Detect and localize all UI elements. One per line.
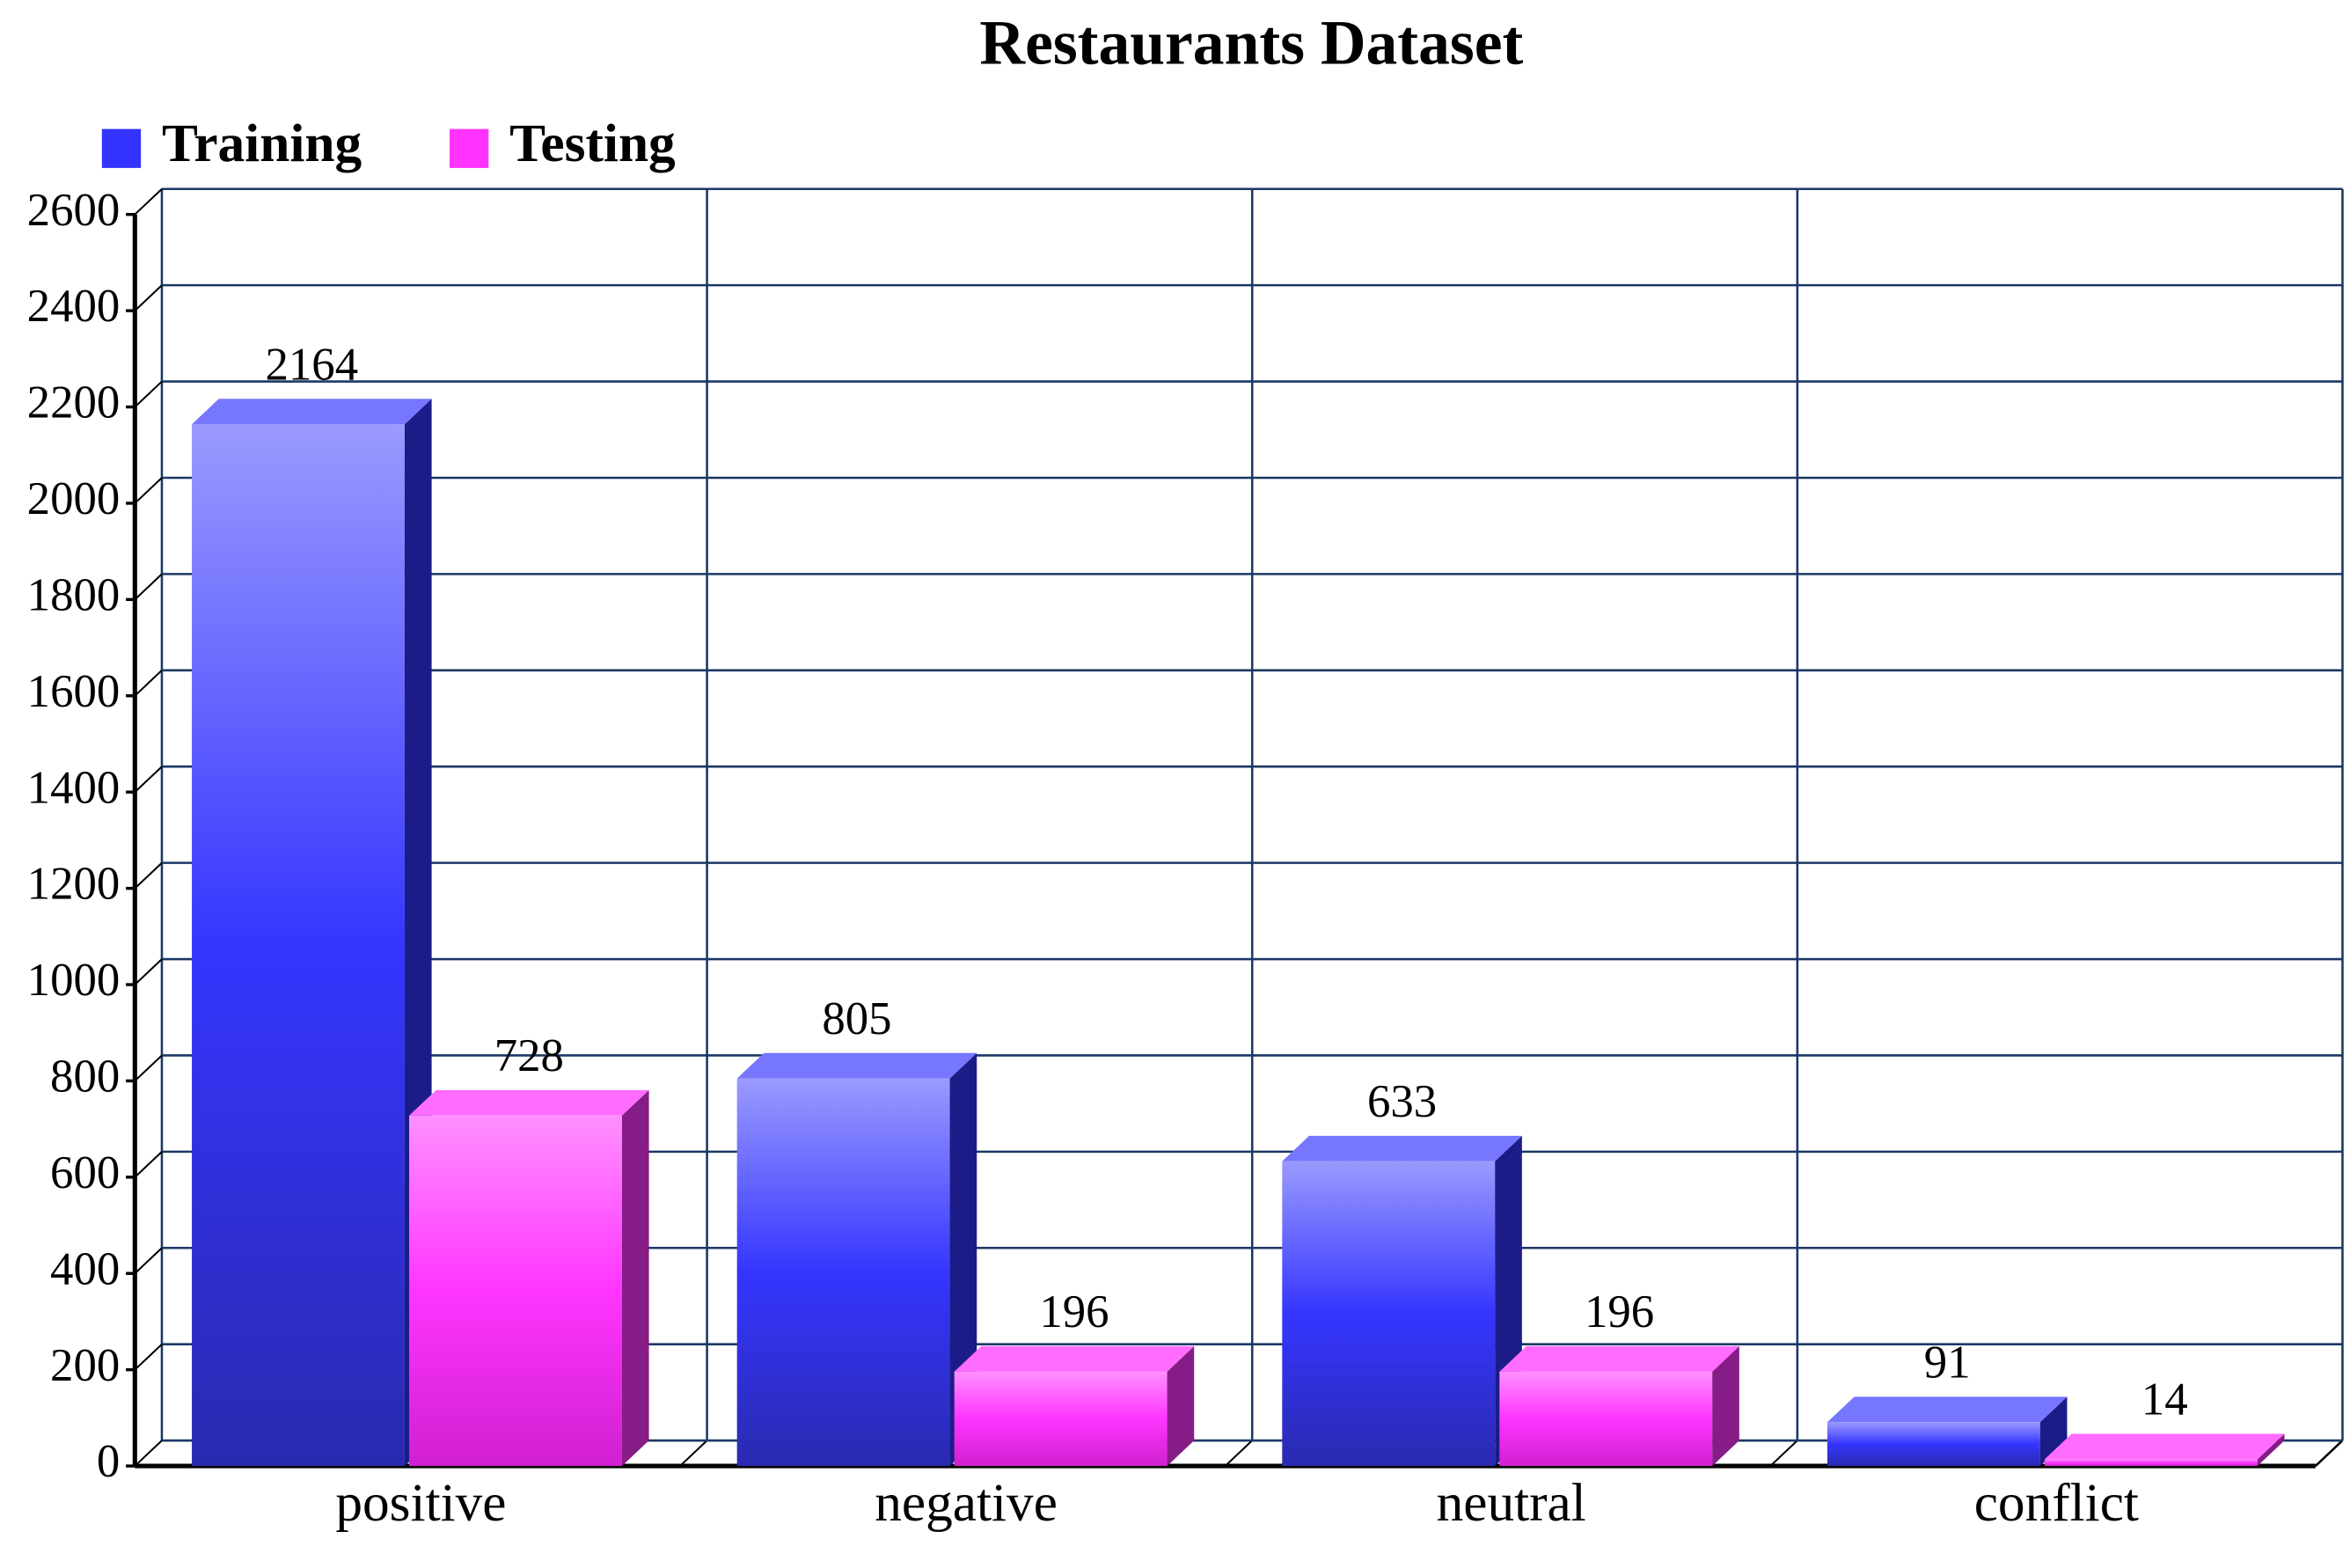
data-label: 14 bbox=[2141, 1374, 2188, 1425]
bar bbox=[192, 424, 405, 1467]
bar bbox=[1499, 1371, 1713, 1467]
y-tick-label: 2600 bbox=[27, 185, 121, 236]
bar bbox=[409, 1115, 622, 1467]
y-tick-label: 2200 bbox=[27, 377, 121, 429]
y-tick-label: 200 bbox=[50, 1340, 120, 1391]
bar-side bbox=[1167, 1345, 1195, 1467]
bar-side bbox=[2257, 1433, 2285, 1467]
data-label: 633 bbox=[1367, 1076, 1437, 1127]
data-label: 805 bbox=[822, 993, 891, 1044]
bar-top bbox=[1827, 1396, 2068, 1423]
bar bbox=[2044, 1459, 2258, 1467]
legend-swatch bbox=[101, 128, 142, 168]
bar bbox=[1827, 1422, 2040, 1467]
grid-line-side bbox=[134, 1247, 163, 1274]
floor-edge bbox=[2314, 1440, 2344, 1467]
bar-top bbox=[409, 1089, 649, 1116]
data-label: 196 bbox=[1039, 1286, 1109, 1337]
y-tick-label: 0 bbox=[97, 1436, 120, 1487]
bar-top bbox=[1282, 1135, 1522, 1161]
data-label: 2164 bbox=[266, 339, 359, 390]
legend-label: Testing bbox=[509, 114, 676, 173]
y-tick-label: 1800 bbox=[27, 569, 121, 620]
bar bbox=[954, 1371, 1168, 1467]
legend-label: Training bbox=[162, 114, 362, 173]
x-tick-label: conflict bbox=[1974, 1473, 2139, 1533]
grid-line-side bbox=[134, 1440, 163, 1467]
floor-divider bbox=[679, 1440, 708, 1467]
data-label: 728 bbox=[494, 1030, 564, 1081]
y-tick-label: 1600 bbox=[27, 666, 121, 717]
y-tick-label: 1400 bbox=[27, 762, 121, 813]
bar bbox=[736, 1078, 950, 1467]
data-label: 91 bbox=[1924, 1337, 1971, 1388]
grid-line-side bbox=[134, 1343, 163, 1371]
floor-divider bbox=[1769, 1440, 1798, 1467]
bar-top bbox=[1499, 1345, 1739, 1372]
x-tick-label: negative bbox=[875, 1473, 1058, 1533]
y-tick-label: 1200 bbox=[27, 859, 121, 910]
y-tick-label: 800 bbox=[50, 1051, 120, 1103]
grid-line-side bbox=[134, 284, 163, 311]
bar bbox=[1282, 1161, 1496, 1467]
grid-line-side bbox=[134, 187, 163, 216]
y-tick-label: 2000 bbox=[27, 473, 121, 524]
grid-line-side bbox=[134, 573, 163, 601]
grid-line-side bbox=[134, 861, 163, 890]
y-tick-label: 400 bbox=[50, 1243, 120, 1294]
y-tick-label: 2400 bbox=[27, 281, 121, 332]
bar-top bbox=[736, 1052, 977, 1079]
data-label: 196 bbox=[1585, 1286, 1654, 1337]
chart-title: Restaurants Dataset bbox=[979, 9, 1523, 78]
bar-side bbox=[621, 1089, 649, 1467]
x-tick-label: neutral bbox=[1437, 1473, 1586, 1533]
bar-top bbox=[2044, 1433, 2285, 1460]
y-tick-label: 600 bbox=[50, 1147, 120, 1198]
floor-divider bbox=[1224, 1440, 1253, 1467]
grid-line-side bbox=[134, 958, 163, 985]
legend-swatch bbox=[450, 128, 489, 168]
bar-side bbox=[1712, 1345, 1739, 1467]
grid-line-side bbox=[134, 477, 163, 504]
grid-line-side bbox=[134, 670, 163, 697]
bar-side bbox=[2039, 1396, 2068, 1467]
grid-line-side bbox=[134, 766, 163, 793]
x-tick-label: positive bbox=[335, 1473, 506, 1533]
grid-line-side bbox=[134, 1151, 163, 1178]
bar-top bbox=[954, 1345, 1195, 1372]
grid-line-side bbox=[134, 380, 163, 408]
grid-line-side bbox=[134, 1054, 163, 1082]
bar-top bbox=[192, 399, 432, 425]
y-tick-label: 1000 bbox=[27, 955, 121, 1006]
